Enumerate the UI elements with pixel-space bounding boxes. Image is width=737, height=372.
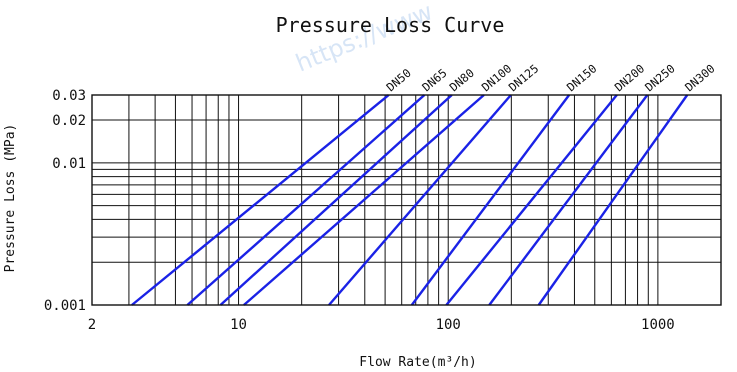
grid: [92, 95, 722, 305]
series-label-dn300: DN300: [682, 61, 718, 94]
curve-dn200: [445, 94, 618, 306]
x-tick-label: 10: [230, 317, 247, 333]
x-tick-label: 2: [88, 317, 96, 333]
series-label-dn150: DN150: [564, 61, 600, 94]
series-label-dn100: DN100: [479, 61, 515, 94]
x-axis-label: Flow Rate(m³/h): [359, 355, 476, 370]
curve-dn50: [131, 94, 390, 306]
y-tick-label: 0.02: [52, 113, 86, 129]
y-tick-labels: 0.001 0.01 0.02 0.03: [44, 88, 86, 314]
curve-dn65: [186, 94, 426, 306]
curve-dn80: [219, 94, 453, 306]
series-label-dn200: DN200: [612, 61, 648, 94]
plot-frame: [91, 94, 722, 306]
x-tick-label: 100: [436, 317, 461, 333]
x-tick-label: 1000: [641, 317, 675, 333]
curve-dn125: [328, 94, 512, 306]
curve-dn100: [243, 94, 485, 306]
watermark: https://www: [292, 0, 437, 78]
series-label-dn80: DN80: [447, 66, 477, 95]
curve-dn300: [537, 94, 689, 306]
series-label-dn125: DN125: [506, 61, 542, 94]
series-label-dn50: DN50: [384, 66, 414, 95]
x-tick-labels: 2 10 100 1000: [88, 317, 675, 333]
curve-dn250: [488, 94, 649, 306]
y-axis-label: Pressure Loss (MPa): [3, 124, 18, 273]
y-tick-label: 0.03: [52, 88, 86, 104]
y-tick-label: 0.01: [52, 156, 86, 172]
curve-dn150: [410, 94, 571, 306]
chart-title: Pressure Loss Curve: [276, 13, 505, 37]
series-label-dn250: DN250: [642, 61, 678, 94]
series-curves: [131, 94, 689, 306]
y-tick-label: 0.001: [44, 298, 86, 314]
series-label-dn65: DN65: [419, 66, 449, 95]
